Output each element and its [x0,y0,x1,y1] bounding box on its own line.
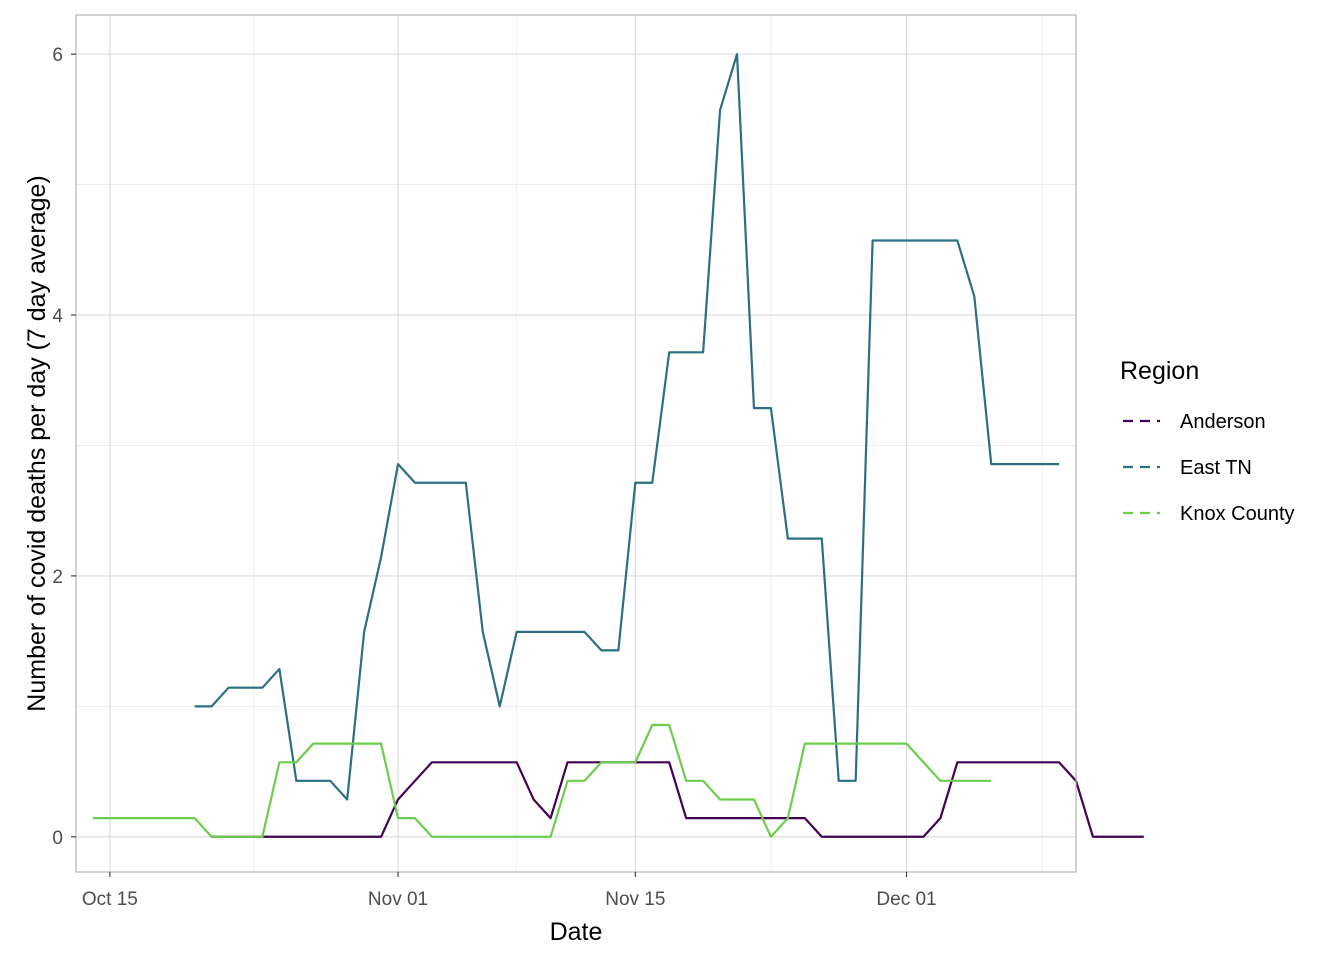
series-line-east-tn [194,53,1060,801]
x-tick-label: Oct 15 [82,889,138,910]
legend-item-anderson: Anderson [1123,411,1266,433]
legend-item-knox-county: Knox County [1123,503,1295,525]
y-axis-title: Number of covid deaths per day (7 day av… [23,175,51,711]
legend: Region Anderson East TN Knox County [1120,357,1295,525]
y-tick-label: 4 [52,306,63,327]
y-tick-label: 0 [52,828,63,849]
axes: Oct 15 Nov 01 Nov 15 Dec 01 0 2 4 6 [52,45,936,910]
x-tick-label: Dec 01 [876,889,936,910]
series-line-knox-county [92,723,992,838]
legend-title: Region [1120,357,1199,385]
y-tick-label: 6 [52,45,63,66]
legend-label-anderson: Anderson [1180,411,1266,433]
legend-items: Anderson East TN Knox County [1123,411,1295,525]
legend-label-knox-county: Knox County [1180,503,1295,525]
x-tick-label: Nov 01 [368,889,428,910]
panel-border [75,14,1077,873]
y-tick-label: 2 [52,567,63,588]
series-line-anderson [211,761,1144,838]
x-axis-title: Date [550,918,603,946]
legend-label-east-tn: East TN [1180,457,1252,479]
legend-item-east-tn: East TN [1123,457,1252,479]
series-lines [92,53,1144,838]
x-tick-label: Nov 15 [605,889,665,910]
